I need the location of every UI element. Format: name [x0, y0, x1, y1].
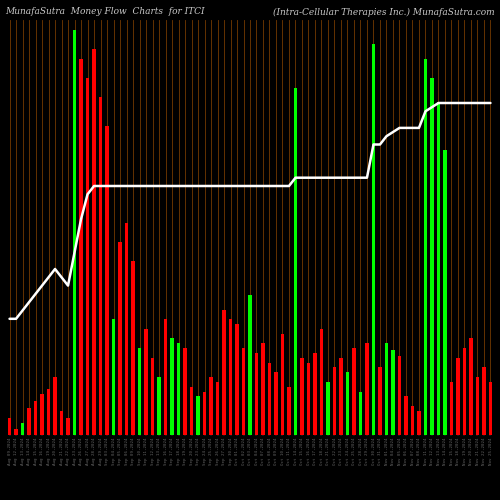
Bar	[482, 368, 486, 435]
Bar	[124, 222, 128, 435]
Bar	[469, 338, 472, 435]
Bar	[8, 418, 12, 435]
Bar	[209, 377, 213, 435]
Bar	[456, 358, 460, 435]
Bar	[105, 126, 109, 435]
Bar	[430, 78, 434, 435]
Bar	[313, 353, 317, 435]
Bar	[235, 324, 239, 435]
Bar	[306, 362, 310, 435]
Bar	[462, 348, 466, 435]
Bar	[228, 319, 232, 435]
Bar	[196, 396, 200, 435]
Bar	[144, 329, 148, 435]
Bar	[287, 386, 291, 435]
Bar	[118, 242, 122, 435]
Bar	[66, 418, 70, 435]
Bar	[34, 401, 37, 435]
Bar	[190, 386, 194, 435]
Bar	[294, 88, 298, 435]
Bar	[378, 368, 382, 435]
Bar	[261, 344, 265, 435]
Bar	[320, 329, 324, 435]
Text: (Intra-Cellular Therapies Inc.) MunafaSutra.com: (Intra-Cellular Therapies Inc.) MunafaSu…	[274, 8, 495, 16]
Bar	[352, 348, 356, 435]
Bar	[176, 344, 180, 435]
Bar	[391, 350, 395, 435]
Bar	[248, 295, 252, 435]
Bar	[202, 392, 206, 435]
Bar	[40, 394, 44, 435]
Bar	[372, 44, 376, 435]
Bar	[170, 338, 174, 435]
Bar	[131, 262, 135, 435]
Bar	[300, 358, 304, 435]
Bar	[274, 372, 278, 435]
Bar	[28, 408, 31, 435]
Text: MunafaSutra  Money Flow  Charts  for ITCI: MunafaSutra Money Flow Charts for ITCI	[5, 8, 204, 16]
Bar	[436, 102, 440, 435]
Bar	[222, 310, 226, 435]
Bar	[242, 348, 246, 435]
Bar	[404, 396, 408, 435]
Bar	[112, 319, 116, 435]
Bar	[216, 382, 220, 435]
Bar	[183, 348, 187, 435]
Bar	[332, 368, 336, 435]
Bar	[410, 406, 414, 435]
Bar	[268, 362, 272, 435]
Bar	[346, 372, 350, 435]
Bar	[443, 150, 446, 435]
Bar	[72, 30, 76, 435]
Bar	[150, 358, 154, 435]
Bar	[157, 377, 161, 435]
Bar	[138, 348, 141, 435]
Bar	[417, 411, 421, 435]
Bar	[365, 344, 369, 435]
Bar	[164, 319, 168, 435]
Bar	[47, 388, 50, 435]
Bar	[488, 382, 492, 435]
Bar	[326, 382, 330, 435]
Bar	[54, 377, 57, 435]
Bar	[384, 344, 388, 435]
Bar	[339, 358, 343, 435]
Bar	[280, 334, 284, 435]
Bar	[424, 58, 428, 435]
Bar	[60, 411, 64, 435]
Bar	[21, 424, 24, 435]
Bar	[92, 49, 96, 435]
Bar	[86, 78, 89, 435]
Bar	[79, 58, 83, 435]
Bar	[476, 377, 479, 435]
Bar	[398, 356, 402, 435]
Bar	[254, 353, 258, 435]
Bar	[98, 97, 102, 435]
Bar	[14, 429, 18, 435]
Bar	[358, 392, 362, 435]
Bar	[450, 382, 453, 435]
